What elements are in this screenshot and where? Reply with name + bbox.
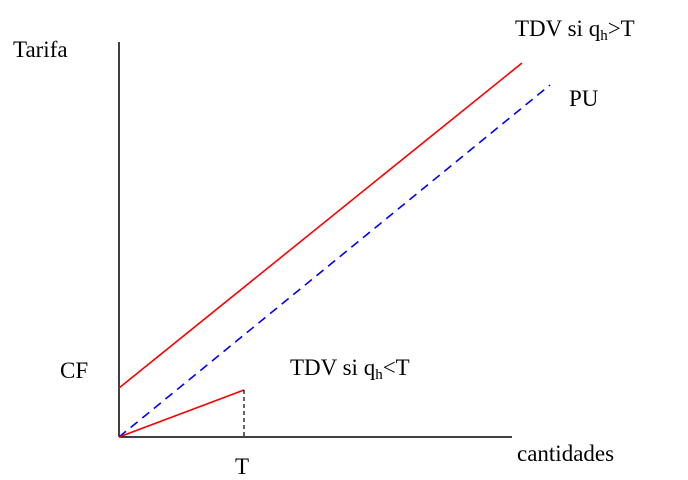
y-axis-label: Tarifa	[13, 37, 68, 62]
t-label: T	[235, 454, 250, 479]
tdv-low-suffix: <T	[382, 355, 410, 380]
tdv-high-label: TDV si qh>T	[515, 16, 635, 44]
tdv-low-prefix: TDV si q	[290, 355, 376, 380]
tdv-high-suffix: >T	[607, 16, 635, 41]
pu-line	[118, 84, 551, 438]
tdv-low-sub: h	[375, 367, 383, 383]
cf-label: CF	[60, 358, 89, 383]
tdv-low-label: TDV si qh<T	[290, 355, 410, 383]
x-axis-label: cantidades	[517, 441, 615, 466]
tdv-high-sub: h	[600, 28, 608, 44]
pu-label: PU	[569, 86, 599, 111]
tdv-low-line	[118, 389, 245, 438]
tdv-high-line	[118, 62, 523, 389]
tdv-high-prefix: TDV si q	[515, 16, 601, 41]
